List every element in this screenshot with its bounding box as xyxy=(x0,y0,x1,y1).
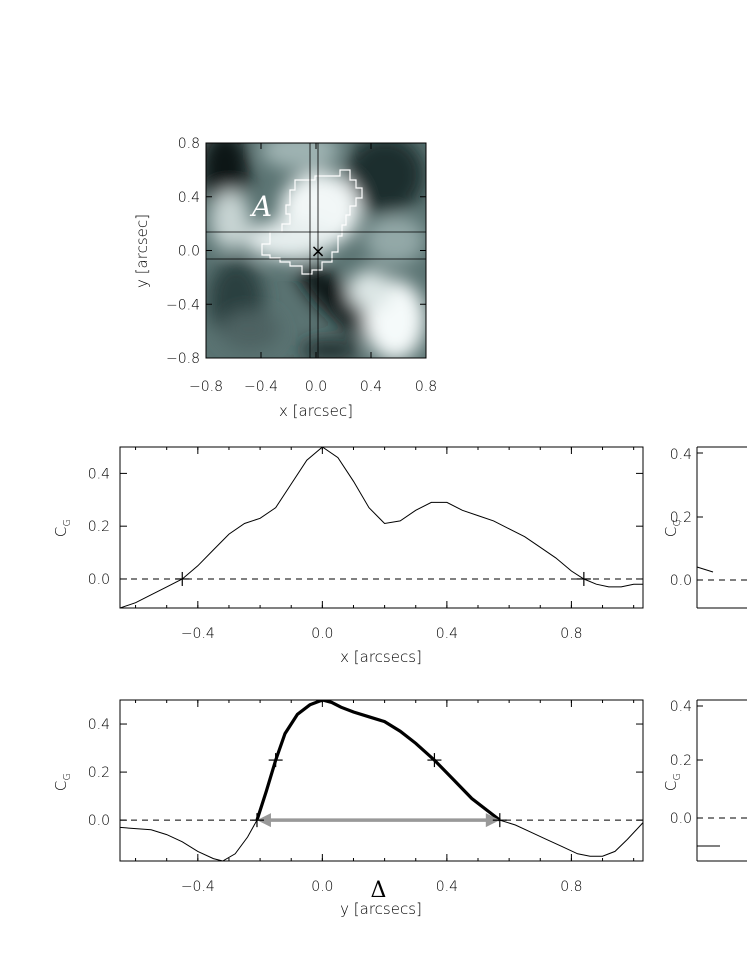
right-top-tick-1: 0.2 xyxy=(670,510,692,526)
y-profile-y-tick-label-1: 0.2 xyxy=(88,765,110,781)
delta-arrow xyxy=(256,813,500,828)
image-x-axis-label: x [arcsec] xyxy=(279,402,353,420)
right-panel-top: 0.0 0.2 0.4 CG xyxy=(662,446,747,609)
image-x-tick-label-0: −0.8 xyxy=(189,379,223,395)
right-bottom-tick-2: 0.4 xyxy=(670,699,692,715)
heatmap-image xyxy=(206,143,426,358)
y-profile-frame xyxy=(119,699,644,862)
y-profile-y-tick-label-0: 0.0 xyxy=(88,813,110,829)
x-profile-frame xyxy=(119,446,644,609)
x-profile-x-tick-label-2: 0.4 xyxy=(436,626,458,642)
x-profile-x-tick-label-0: −0.4 xyxy=(181,626,215,642)
x-profile-y-tick-label-2: 0.4 xyxy=(88,466,110,482)
x-profile-panel: −0.4 0.0 0.4 0.8 0.0 0.2 0.4 x [arcsecs] CG xyxy=(52,446,644,666)
y-profile-curve-left xyxy=(120,819,258,861)
y-profile-ticks: −0.4 0.0 0.4 0.8 0.0 0.2 0.4 xyxy=(88,700,643,895)
right-top-y-axis-label: CG xyxy=(662,519,683,537)
x-profile-y-tick-label-1: 0.2 xyxy=(88,519,110,535)
y-profile-x-tick-label-2: 0.4 xyxy=(436,879,458,895)
image-y-tick-label-2: 0.0 xyxy=(178,244,200,260)
y-profile-x-axis-label: y [arcsecs] xyxy=(340,900,422,918)
right-panel-bottom: 0.0 0.2 0.4 CG xyxy=(662,699,747,862)
y-profile-x-tick-label-1: 0.0 xyxy=(311,879,333,895)
image-axis-ticks: −0.8 −0.4 0.0 0.4 0.8 0.8 0.4 0.0 −0.4 −0.8 xyxy=(166,136,437,395)
image-y-tick-label-1: 0.4 xyxy=(178,190,200,206)
image-y-tick-label-3: −0.4 xyxy=(166,297,200,313)
image-y-tick-label-0: 0.8 xyxy=(178,136,200,152)
right-top-tick-2: 0.4 xyxy=(670,447,692,463)
y-profile-x-tick-label-0: −0.4 xyxy=(181,879,215,895)
image-x-tick-label-3: 0.4 xyxy=(360,379,382,395)
image-x-tick-label-2: 0.0 xyxy=(305,379,327,395)
x-profile-y-tick-label-0: 0.0 xyxy=(88,572,110,588)
x-profile-x-tick-label-3: 0.8 xyxy=(560,626,582,642)
x-profile-y-axis-label: CG xyxy=(52,519,73,537)
right-top-tick-0: 0.0 xyxy=(670,573,692,589)
y-profile-panel: −0.4 0.0 0.4 0.8 0.0 0.2 0.4 Δ y [arcsecs] CG xyxy=(52,699,644,918)
right-bottom-tick-0: 0.0 xyxy=(670,811,692,827)
x-profile-curve xyxy=(120,447,643,608)
image-panel: A × −0.8 −0.4 0.0 0.4 0.8 0.8 0.4 0.0 −0.4 −0.8 x… xyxy=(133,136,437,420)
y-profile-plus-markers xyxy=(249,753,507,828)
x-profile-x-tick-label-1: 0.0 xyxy=(311,626,333,642)
image-y-tick-label-4: −0.8 xyxy=(166,351,200,367)
x-profile-x-axis-label: x [arcsecs] xyxy=(340,648,422,666)
right-top-curve xyxy=(696,566,714,573)
right-bottom-y-axis-label: CG xyxy=(662,773,683,791)
annotation-A: A xyxy=(249,190,272,223)
y-profile-y-tick-label-2: 0.4 xyxy=(88,717,110,733)
region-contour xyxy=(261,169,363,275)
image-x-tick-label-1: −0.4 xyxy=(244,379,278,395)
x-profile-ticks: −0.4 0.0 0.4 0.8 0.0 0.2 0.4 xyxy=(88,447,643,642)
y-profile-y-axis-label: CG xyxy=(52,773,73,791)
center-marker: × xyxy=(310,241,325,262)
y-profile-curve-main xyxy=(255,700,501,822)
right-bottom-tick-1: 0.2 xyxy=(670,753,692,769)
image-y-axis-label: y [arcsec] xyxy=(133,214,151,288)
y-profile-curve-right xyxy=(499,819,643,857)
delta-label: Δ xyxy=(370,878,386,903)
y-profile-x-tick-label-3: 0.8 xyxy=(560,879,582,895)
x-profile-zero-markers xyxy=(175,571,591,586)
image-x-tick-label-4: 0.8 xyxy=(415,379,437,395)
